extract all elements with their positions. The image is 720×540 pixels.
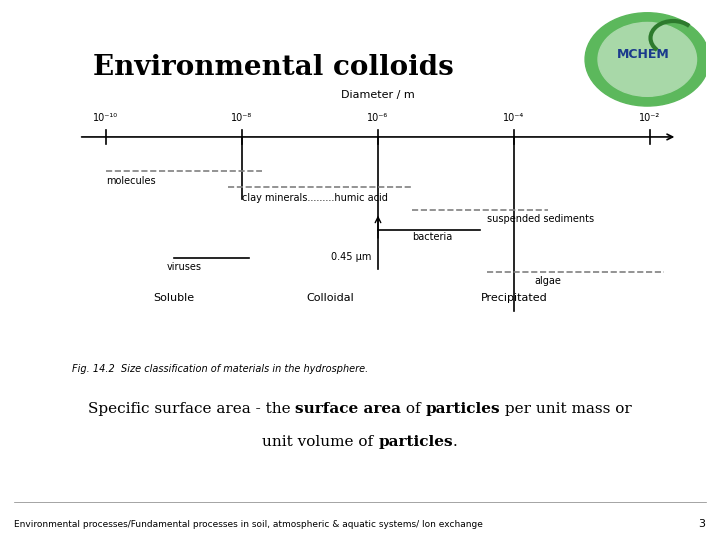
Text: Specific surface area - the: Specific surface area - the	[88, 402, 295, 416]
Text: Soluble: Soluble	[153, 293, 194, 302]
Text: viruses: viruses	[167, 262, 202, 272]
Text: clay minerals.........humic acid: clay minerals.........humic acid	[242, 193, 388, 203]
Text: MCHEM: MCHEM	[617, 48, 670, 61]
Text: unit volume of: unit volume of	[262, 435, 378, 449]
Text: 0.45 μm: 0.45 μm	[330, 252, 371, 262]
Text: suspended sediments: suspended sediments	[487, 214, 594, 224]
Text: Fig. 14.2  Size classification of materials in the hydrosphere.: Fig. 14.2 Size classification of materia…	[72, 364, 368, 375]
Text: 10⁻⁸: 10⁻⁸	[231, 113, 253, 123]
Circle shape	[585, 13, 709, 106]
Text: Environmental colloids: Environmental colloids	[93, 54, 454, 81]
Text: 3: 3	[698, 519, 706, 529]
Text: molecules: molecules	[106, 176, 156, 186]
Text: bacteria: bacteria	[412, 232, 452, 242]
Text: Precipitated: Precipitated	[481, 293, 547, 302]
Text: surface area: surface area	[295, 402, 401, 416]
Text: .: .	[453, 435, 458, 449]
Text: 10⁻⁶: 10⁻⁶	[367, 113, 389, 123]
Text: particles: particles	[426, 402, 500, 416]
Text: 10⁻²: 10⁻²	[639, 113, 661, 123]
Text: per unit mass or: per unit mass or	[500, 402, 632, 416]
Text: Colloidal: Colloidal	[307, 293, 354, 302]
Text: particles: particles	[378, 435, 453, 449]
Circle shape	[598, 23, 696, 96]
Text: algae: algae	[534, 276, 562, 286]
Text: Diameter / m: Diameter / m	[341, 90, 415, 100]
Text: 10⁻⁴: 10⁻⁴	[503, 113, 525, 123]
Text: 10⁻¹⁰: 10⁻¹⁰	[94, 113, 119, 123]
Text: Environmental processes/Fundamental processes in soil, atmospheric & aquatic sys: Environmental processes/Fundamental proc…	[14, 520, 483, 529]
Text: of: of	[401, 402, 426, 416]
